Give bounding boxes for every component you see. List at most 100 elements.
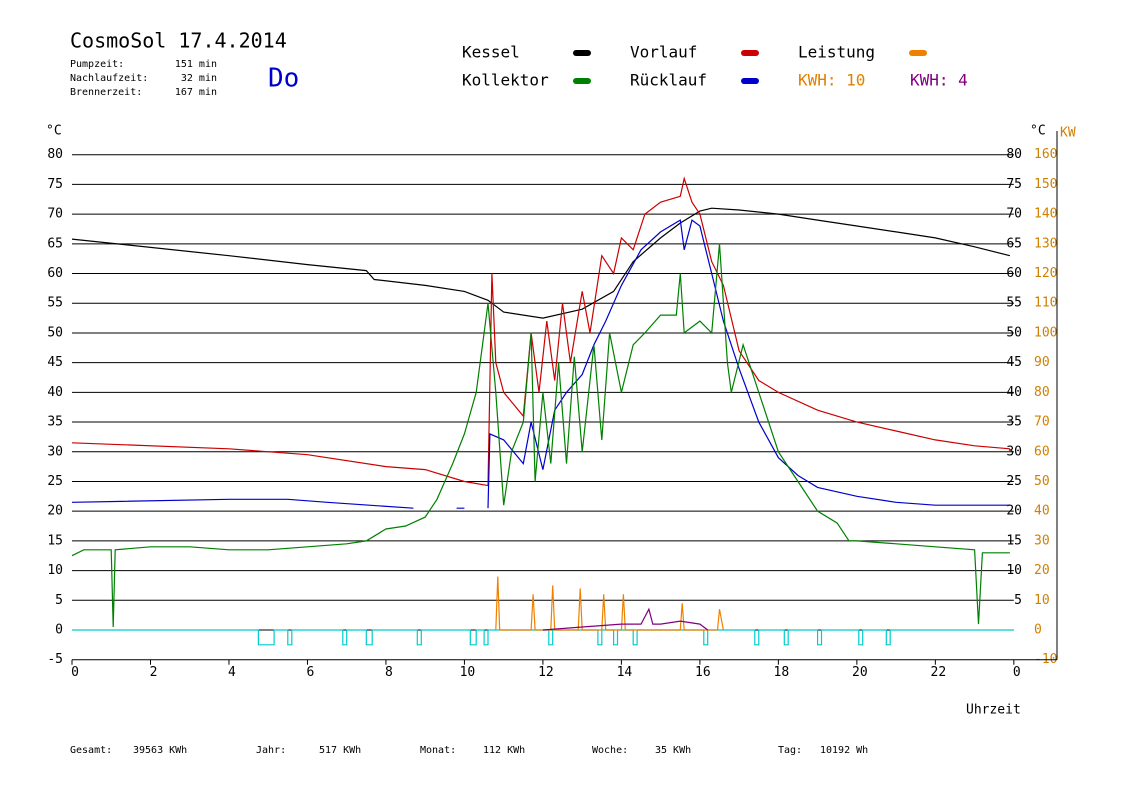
x-tick-label: 16 — [695, 665, 711, 680]
y2-tick-label: 30 — [1034, 533, 1050, 548]
y2-tick-label: 20 — [1034, 563, 1050, 578]
legend-label: Vorlauf — [630, 43, 697, 62]
y-tick-label: 25 — [47, 474, 63, 489]
legend-label: Kollektor — [462, 71, 549, 90]
y-tick-label: 40 — [47, 385, 63, 400]
y2-tick-label: 50 — [1034, 474, 1050, 489]
y-tick-label-right: 40 — [1006, 385, 1022, 400]
total-label: Woche: — [592, 745, 628, 756]
y-tick-label: 60 — [47, 266, 63, 281]
x-tick-label: 22 — [931, 665, 947, 680]
y-tick-label: 20 — [47, 504, 63, 519]
stat-value: 32 min — [181, 73, 217, 84]
total-value: 517 KWh — [319, 745, 361, 756]
stat-label: Nachlaufzeit: — [70, 73, 148, 84]
x-tick-label: 12 — [538, 665, 554, 680]
total-value: 112 KWh — [483, 745, 525, 756]
x-tick-label: 18 — [774, 665, 790, 680]
x-tick-label: 4 — [228, 665, 236, 680]
y-tick-label: 5 — [55, 593, 63, 608]
y-tick-label-right: 15 — [1006, 533, 1022, 548]
y2-tick-label: 10 — [1034, 593, 1050, 608]
total-label: Gesamt: — [70, 745, 112, 756]
series-line — [495, 576, 724, 631]
y-tick-label-right: 20 — [1006, 504, 1022, 519]
legend-label: Leistung — [798, 43, 875, 62]
y2-tick-label: 130 — [1034, 236, 1057, 251]
series-line — [71, 243, 1010, 628]
y-tick-label-right: 65 — [1006, 236, 1022, 251]
y2-tick-label: 90 — [1034, 355, 1050, 370]
legend-label: Rücklauf — [630, 71, 707, 90]
y-tick-label: 10 — [47, 563, 63, 578]
total-label: Tag: — [778, 745, 802, 756]
x-tick-label: 2 — [150, 665, 158, 680]
kwh-label: KWH: 10 — [798, 71, 865, 90]
y-tick-label: 70 — [47, 207, 63, 222]
stat-label: Brennerzeit: — [70, 87, 142, 98]
y2-tick-label: 40 — [1034, 504, 1050, 519]
series-line — [72, 629, 1014, 646]
stat-value: 151 min — [175, 59, 217, 70]
y2-tick-label: 80 — [1034, 385, 1050, 400]
y-tick-label-right: 25 — [1006, 474, 1022, 489]
y-tick-label: 75 — [47, 177, 63, 192]
x-tick-label: 0 — [1013, 665, 1021, 680]
series-line — [542, 607, 709, 631]
x-tick-label: 20 — [852, 665, 868, 680]
y-tick-label: 65 — [47, 236, 63, 251]
y-axis-label-right: °C — [1030, 124, 1046, 139]
y2-tick-label: 120 — [1034, 266, 1057, 281]
y-tick-label-right: 55 — [1006, 296, 1022, 311]
y-tick-label-right: 80 — [1006, 147, 1022, 162]
series-line — [71, 219, 1010, 509]
total-value: 35 KWh — [655, 745, 691, 756]
legend-label: Kessel — [462, 43, 520, 62]
x-tick-label: 8 — [385, 665, 393, 680]
total-value: 39563 KWh — [133, 745, 187, 756]
day-label: Do — [268, 64, 299, 94]
y-tick-label-right: 75 — [1006, 177, 1022, 192]
y-tick-label-right: 45 — [1006, 355, 1022, 370]
x-tick-label: 10 — [460, 665, 476, 680]
series-line — [71, 176, 1010, 487]
y2-tick-label: 100 — [1034, 325, 1057, 340]
y-tick-label-right: 60 — [1006, 266, 1022, 281]
x-tick-label: 14 — [617, 665, 633, 680]
y2-tick-label: 160 — [1034, 147, 1057, 162]
y-tick-label: 45 — [47, 355, 63, 370]
y-tick-label-right: 10 — [1006, 563, 1022, 578]
y-tick-label: 15 — [47, 533, 63, 548]
y-tick-label: 30 — [47, 444, 63, 459]
total-label: Jahr: — [256, 745, 286, 756]
y-tick-label-right: 50 — [1006, 325, 1022, 340]
y2-tick-label: 150 — [1034, 177, 1057, 192]
y-tick-label-right: 70 — [1006, 207, 1022, 222]
y-tick-label-right: 30 — [1006, 444, 1022, 459]
y-tick-label: 35 — [47, 415, 63, 430]
y2-tick-label: 60 — [1034, 444, 1050, 459]
y2-tick-label: 140 — [1034, 207, 1057, 222]
y-tick-label: 80 — [47, 147, 63, 162]
y-tick-label: 50 — [47, 325, 63, 340]
stat-label: Pumpzeit: — [70, 59, 124, 70]
y2-tick-label: 0 — [1034, 622, 1042, 637]
y2-tick-label: 70 — [1034, 415, 1050, 430]
series-line — [71, 207, 1011, 319]
x-axis-label: Uhrzeit — [966, 703, 1021, 718]
y-axis-label: °C — [46, 124, 62, 139]
stat-value: 167 min — [175, 87, 217, 98]
y-tick-label: 55 — [47, 296, 63, 311]
x-tick-label: 0 — [71, 665, 79, 680]
total-value: 10192 Wh — [820, 745, 868, 756]
y-tick-label-right: 35 — [1006, 415, 1022, 430]
y2-axis-label: KW — [1060, 126, 1076, 141]
kwh-label: KWH: 4 — [910, 71, 968, 90]
x-tick-label: 6 — [307, 665, 315, 680]
total-label: Monat: — [420, 745, 456, 756]
chart-title: CosmoSol 17.4.2014 — [70, 29, 287, 53]
y-tick-label: -5 — [47, 652, 63, 667]
y-tick-label-right: 5 — [1014, 593, 1022, 608]
y-tick-label: 0 — [55, 622, 63, 637]
